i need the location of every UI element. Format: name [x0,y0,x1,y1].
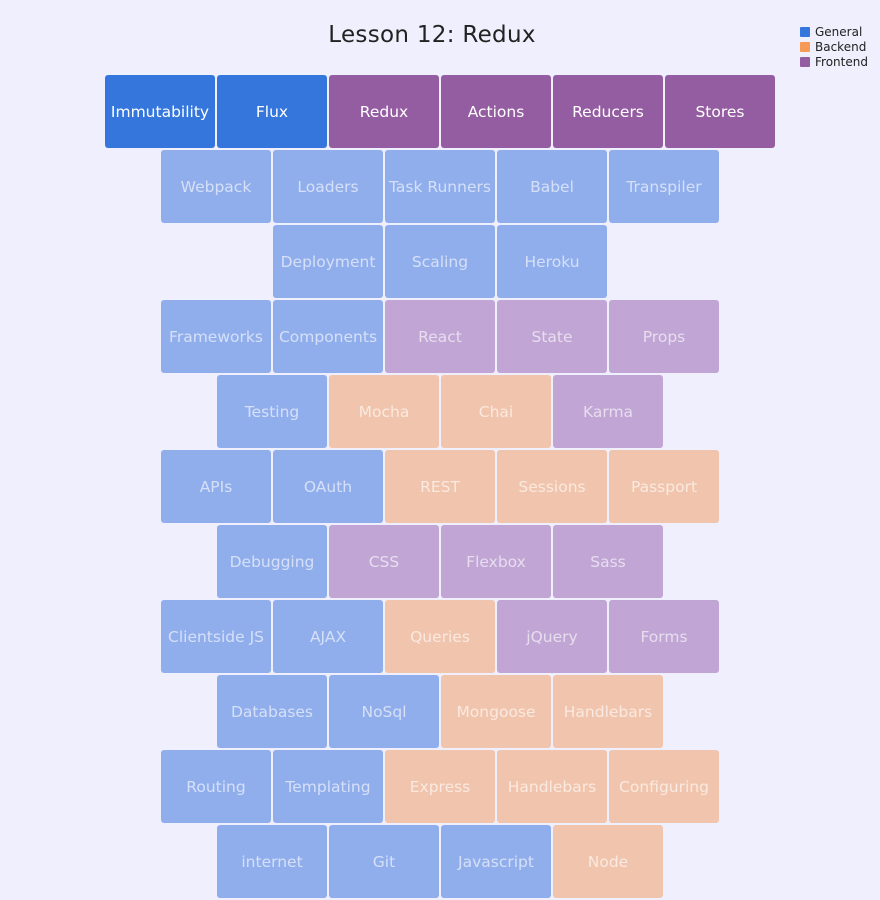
topic-tile[interactable]: Javascript [441,825,551,898]
legend: General Backend Frontend [800,24,868,69]
topic-tile[interactable]: Node [553,825,663,898]
topic-tile[interactable]: Loaders [273,150,383,223]
topic-tile[interactable]: Routing [161,750,271,823]
page-title: Lesson 12: Redux [328,22,536,48]
topic-row: Immutability Flux Redux Actions Reducers Stor… [104,75,776,150]
topic-tile[interactable]: Flux [217,75,327,148]
topic-tile[interactable]: REST [385,450,495,523]
topic-tile[interactable]: Deployment [273,225,383,298]
topic-tile[interactable]: Databases [217,675,327,748]
topic-row: internet Git Javascript Node [104,825,776,900]
topic-tile[interactable]: Handlebars [553,675,663,748]
topic-row: Testing Mocha Chai Karma [104,375,776,450]
topic-row: Routing Templating Express Handlebars Config… [104,750,776,825]
topic-tile[interactable]: Queries [385,600,495,673]
topic-tile[interactable]: Stores [665,75,775,148]
topic-tile[interactable]: CSS [329,525,439,598]
topic-tile[interactable]: Configuring [609,750,719,823]
topic-tile[interactable]: Webpack [161,150,271,223]
topic-row: Databases NoSql Mongoose Handlebars [104,675,776,750]
topic-tile[interactable]: APIs [161,450,271,523]
topic-row: Debugging CSS Flexbox Sass [104,525,776,600]
topic-tile[interactable]: Task Runners [385,150,495,223]
topic-tile[interactable]: Templating [273,750,383,823]
legend-swatch [800,56,810,67]
topic-tile[interactable]: Scaling [385,225,495,298]
topic-tile[interactable]: Express [385,750,495,823]
topic-tile[interactable]: Mocha [329,375,439,448]
topic-tile[interactable]: Karma [553,375,663,448]
topic-tile[interactable]: Frameworks [161,300,271,373]
topic-row: Webpack Loaders Task Runners Babel Transpile… [104,150,776,225]
topic-tile[interactable]: Debugging [217,525,327,598]
topic-row: Frameworks Components React State Props [104,300,776,375]
topic-tile[interactable]: Mongoose [441,675,551,748]
topic-tile[interactable]: Actions [441,75,551,148]
topic-tile[interactable]: jQuery [497,600,607,673]
topic-tile[interactable]: NoSql [329,675,439,748]
topic-tile[interactable]: Components [273,300,383,373]
topic-tile[interactable]: Testing [217,375,327,448]
legend-item-backend: Backend [800,39,868,54]
topic-tile[interactable]: Passport [609,450,719,523]
topic-tile[interactable]: Handlebars [497,750,607,823]
topic-tile[interactable]: Clientside JS [161,600,271,673]
topic-tile[interactable]: Forms [609,600,719,673]
topic-tile[interactable]: Sass [553,525,663,598]
topic-tile[interactable]: Props [609,300,719,373]
legend-label: General [815,24,863,39]
topic-tile[interactable]: Heroku [497,225,607,298]
legend-item-general: General [800,24,868,39]
topic-tile[interactable]: Git [329,825,439,898]
topic-tile[interactable]: Babel [497,150,607,223]
legend-swatch [800,26,810,37]
topic-tile[interactable]: State [497,300,607,373]
topic-row: Deployment Scaling Heroku [104,225,776,300]
topic-tile[interactable]: React [385,300,495,373]
topic-grid: Immutability Flux Redux Actions Reducers Stor… [104,75,776,900]
topic-tile[interactable]: Flexbox [441,525,551,598]
topic-tile[interactable]: Reducers [553,75,663,148]
topic-tile[interactable]: Sessions [497,450,607,523]
topic-row: APIs OAuth REST Sessions Passport [104,450,776,525]
topic-row: Clientside JS AJAX Queries jQuery Forms [104,600,776,675]
topic-tile[interactable]: Redux [329,75,439,148]
legend-item-frontend: Frontend [800,54,868,69]
topic-tile[interactable]: AJAX [273,600,383,673]
legend-label: Backend [815,39,867,54]
topic-tile[interactable]: OAuth [273,450,383,523]
topic-tile[interactable]: Chai [441,375,551,448]
legend-swatch [800,41,810,52]
topic-tile[interactable]: Transpiler [609,150,719,223]
topic-tile[interactable]: internet [217,825,327,898]
legend-label: Frontend [815,54,868,69]
topic-tile[interactable]: Immutability [105,75,215,148]
